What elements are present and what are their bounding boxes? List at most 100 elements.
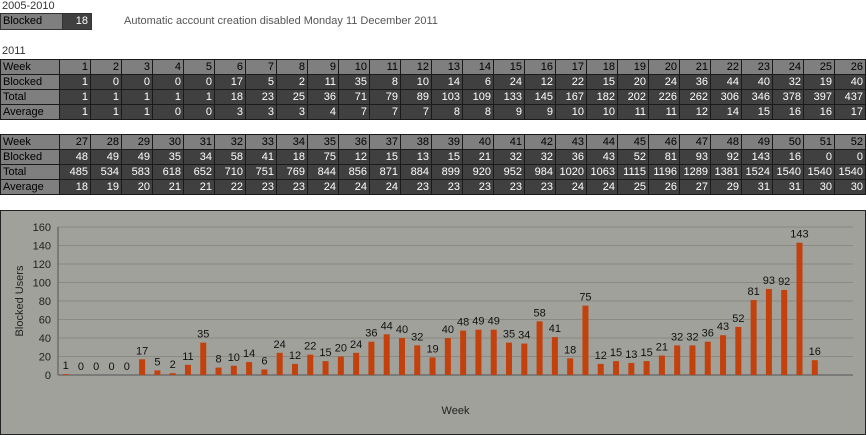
bar-week-49 bbox=[796, 242, 803, 375]
bar-label-week-25: 19 bbox=[426, 343, 438, 355]
bar-week-31 bbox=[521, 343, 528, 375]
bar-week-29 bbox=[490, 329, 497, 375]
bar-label-week-42: 32 bbox=[686, 331, 698, 343]
bar-week-37 bbox=[613, 361, 620, 375]
week-cell-week-30: 30 bbox=[152, 134, 184, 150]
average-cell-week-4: 0 bbox=[152, 104, 184, 120]
week-cell-week-10: 10 bbox=[338, 59, 370, 75]
total-cell-week-52: 1540 bbox=[834, 164, 866, 180]
bar-week-41 bbox=[674, 345, 681, 375]
average-cell-week-15: 9 bbox=[493, 104, 525, 120]
week-cell-week-26: 26 bbox=[834, 59, 866, 75]
blocked-cell-week-37: 15 bbox=[369, 149, 401, 165]
bar-week-11 bbox=[215, 367, 222, 375]
total-cell-week-47: 1289 bbox=[679, 164, 711, 180]
blocked-cell-week-8: 2 bbox=[276, 74, 308, 90]
bar-label-week-38: 13 bbox=[625, 349, 637, 361]
average-cell-week-10: 7 bbox=[338, 104, 370, 120]
week-cell-week-19: 19 bbox=[617, 59, 649, 75]
average-cell-week-22: 14 bbox=[710, 104, 742, 120]
week-cell-week-38: 38 bbox=[400, 134, 432, 150]
y-tick-label: 60 bbox=[39, 315, 51, 327]
average-cell-week-31: 21 bbox=[183, 179, 215, 195]
bar-label-week-17: 22 bbox=[304, 341, 316, 353]
average-cell-week-20: 11 bbox=[648, 104, 680, 120]
blocked-cell-week-12: 10 bbox=[400, 74, 432, 90]
bar-label-week-45: 52 bbox=[732, 313, 744, 325]
bar-label-week-22: 44 bbox=[381, 320, 393, 332]
total-cell-week-36: 856 bbox=[338, 164, 370, 180]
blocked-cell-week-13: 14 bbox=[431, 74, 463, 90]
account-creation-notice: Automatic account creation disabled Mond… bbox=[124, 15, 438, 27]
average-cell-week-33: 23 bbox=[245, 179, 277, 195]
blocked-cell-week-7: 5 bbox=[245, 74, 277, 90]
total-cell-week-21: 262 bbox=[679, 89, 711, 105]
bar-week-13 bbox=[246, 362, 253, 375]
bar-label-week-24: 32 bbox=[411, 331, 423, 343]
average-cell-week-11: 7 bbox=[369, 104, 401, 120]
average-cell-week-49: 31 bbox=[741, 179, 773, 195]
week-cell-week-52: 52 bbox=[834, 134, 866, 150]
blocked-cell-week-4: 0 bbox=[152, 74, 184, 90]
bar-week-36 bbox=[597, 363, 604, 375]
average-cell-week-39: 23 bbox=[431, 179, 463, 195]
total-cell-week-9: 36 bbox=[307, 89, 339, 105]
total-cell-week-6: 18 bbox=[214, 89, 246, 105]
blocked-cell-week-16: 12 bbox=[524, 74, 556, 90]
total-cell-week-38: 884 bbox=[400, 164, 432, 180]
week-cell-week-17: 17 bbox=[555, 59, 587, 75]
bar-label-week-50: 16 bbox=[809, 346, 821, 358]
week-cell-week-2: 2 bbox=[90, 59, 122, 75]
week-cell-week-24: 24 bbox=[772, 59, 804, 75]
total-cell-week-35: 844 bbox=[307, 164, 339, 180]
week-cell-week-20: 20 bbox=[648, 59, 680, 75]
week-cell-week-37: 37 bbox=[369, 134, 401, 150]
week-cell-week-51: 51 bbox=[803, 134, 835, 150]
bar-week-10 bbox=[200, 342, 207, 375]
blocked-cell-week-9: 11 bbox=[307, 74, 339, 90]
row-label-week: Week bbox=[0, 134, 60, 150]
average-cell-week-5: 0 bbox=[183, 104, 215, 120]
bar-label-week-23: 40 bbox=[396, 324, 408, 336]
average-cell-week-14: 8 bbox=[462, 104, 494, 120]
week-cell-week-48: 48 bbox=[710, 134, 742, 150]
week-cell-week-45: 45 bbox=[617, 134, 649, 150]
y-tick-label: 160 bbox=[33, 222, 51, 234]
average-cell-week-25: 16 bbox=[803, 104, 835, 120]
blocked-cell-week-49: 143 bbox=[741, 149, 773, 165]
bar-week-34 bbox=[567, 358, 574, 375]
total-cell-week-29: 583 bbox=[121, 164, 153, 180]
bar-label-week-2: 0 bbox=[78, 361, 84, 373]
blocked-cell-week-24: 32 bbox=[772, 74, 804, 90]
bar-label-week-3: 0 bbox=[93, 361, 99, 373]
bar-week-30 bbox=[506, 342, 513, 375]
blocked-cell-week-27: 48 bbox=[59, 149, 91, 165]
average-cell-week-43: 24 bbox=[555, 179, 587, 195]
week-cell-week-27: 27 bbox=[59, 134, 91, 150]
total-cell-week-18: 182 bbox=[586, 89, 618, 105]
average-cell-week-52: 30 bbox=[834, 179, 866, 195]
bar-label-week-26: 40 bbox=[442, 324, 454, 336]
blocked-cell-week-29: 49 bbox=[121, 149, 153, 165]
blocked-cell-week-15: 24 bbox=[493, 74, 525, 90]
historic-blocked-value: 18 bbox=[63, 14, 91, 29]
week-cell-week-41: 41 bbox=[493, 134, 525, 150]
blocked-cell-week-41: 32 bbox=[493, 149, 525, 165]
bar-week-44 bbox=[720, 335, 727, 375]
total-cell-week-42: 984 bbox=[524, 164, 556, 180]
week-cell-week-36: 36 bbox=[338, 134, 370, 150]
row-blocked: Blocked 1 0 0 0 0 17 5 2 11 35 8 10 14 6 24 12 22 15 20 24 36… bbox=[0, 74, 866, 90]
bar-week-19 bbox=[337, 356, 344, 375]
blocked-cell-week-1: 1 bbox=[59, 74, 91, 90]
total-cell-week-13: 103 bbox=[431, 89, 463, 105]
historic-blocked-label: Blocked bbox=[1, 14, 63, 29]
average-cell-week-34: 23 bbox=[276, 179, 308, 195]
average-cell-week-50: 31 bbox=[772, 179, 804, 195]
row-label-total: Total bbox=[0, 164, 60, 180]
row-label-blocked: Blocked bbox=[0, 149, 60, 165]
bar-week-23 bbox=[398, 338, 405, 375]
total-cell-week-34: 769 bbox=[276, 164, 308, 180]
total-cell-week-7: 23 bbox=[245, 89, 277, 105]
week-cell-week-35: 35 bbox=[307, 134, 339, 150]
bar-label-week-10: 35 bbox=[197, 329, 209, 341]
